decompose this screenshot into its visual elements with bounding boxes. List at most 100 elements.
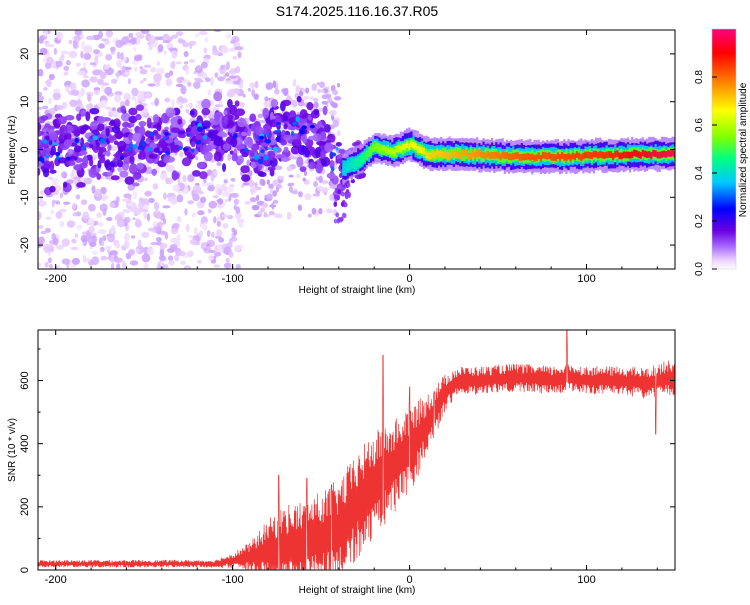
- spectrogram-ridge-mark: [378, 146, 381, 153]
- spectrogram-band-mark: [231, 153, 238, 162]
- spectrogram-noise-mark: [207, 184, 215, 192]
- spectrogram-noise-mark: [197, 210, 205, 216]
- spectrogram-peak-mark: [48, 140, 53, 146]
- spectrogram-ridge-mark: [465, 149, 468, 157]
- spectrogram-noise-mark: [100, 186, 107, 194]
- spectrogram-ridge-mark: [374, 145, 377, 152]
- spectrogram-ridge-mark: [448, 152, 451, 160]
- spectrogram-band-mark: [49, 160, 55, 172]
- spectrogram-noise-mark: [317, 185, 324, 192]
- spectrogram-band-mark: [105, 127, 110, 137]
- spectrogram-noise-mark: [123, 92, 131, 102]
- spectrogram-noise-mark: [38, 68, 44, 77]
- spectrogram-noise-mark: [185, 109, 189, 114]
- spectrogram-noise-mark: [177, 177, 181, 184]
- spectrogram-band-mark: [163, 155, 170, 164]
- spectrogram-noise-mark: [69, 99, 78, 108]
- spectrogram-peak-mark: [55, 151, 61, 157]
- spectrogram-ridge-mark: [359, 156, 362, 163]
- spectrogram-noise-mark: [266, 179, 270, 185]
- spectrogram-noise-mark: [55, 105, 64, 111]
- spectrogram-band-mark: [82, 125, 91, 130]
- x-tick-label: 0: [407, 574, 413, 586]
- spectrogram-noise-mark: [98, 43, 105, 49]
- spectrogram-band-mark: [73, 164, 83, 171]
- spectrogram-noise-mark: [213, 170, 218, 176]
- spectrogram-noise-mark: [264, 96, 269, 102]
- spectrogram-ridge-mark: [463, 149, 466, 157]
- spectrogram-band-mark: [132, 182, 140, 187]
- spectrogram-noise-mark: [75, 62, 81, 67]
- y-tick-label: -20: [19, 237, 31, 253]
- spectrogram-noise-mark: [104, 86, 113, 95]
- spectrogram-noise-mark: [312, 103, 318, 107]
- spectrogram-noise-mark: [207, 89, 212, 96]
- spectrogram-ridge-mark: [369, 148, 373, 155]
- spectrogram-noise-mark: [193, 81, 201, 89]
- spectrogram-noise-mark: [114, 114, 122, 119]
- spectrogram-noise-mark: [336, 130, 341, 137]
- spectrogram-ridge-mark: [401, 143, 404, 151]
- spectrogram-noise-mark: [185, 67, 190, 76]
- y-tick-label: 200: [19, 498, 31, 516]
- spectrogram-band-mark: [342, 212, 346, 218]
- spectrogram-ridge-mark: [541, 151, 545, 159]
- spectrogram-noise-mark: [286, 211, 292, 220]
- spectrogram-noise-mark: [44, 227, 51, 233]
- spectrogram-band-mark: [42, 168, 50, 178]
- spectrogram-band-mark: [111, 125, 121, 134]
- spectrogram-ridge-mark: [592, 150, 596, 158]
- spectrogram-noise-mark: [43, 86, 48, 91]
- spectrogram-band-mark: [105, 162, 112, 171]
- spectrogram-band-mark: [83, 155, 88, 163]
- spectrogram-ridge-mark: [497, 151, 500, 159]
- spectrogram-noise-mark: [38, 95, 44, 102]
- spectrogram-band-mark: [201, 98, 211, 110]
- spectrogram-ridge-mark: [450, 149, 453, 157]
- spectrogram-ridge-mark: [471, 150, 475, 157]
- spectrogram-noise-mark: [307, 213, 312, 218]
- spectrogram-peak-mark: [243, 147, 249, 152]
- spectrogram-band-mark: [324, 142, 334, 153]
- spectrogram-noise-mark: [188, 234, 193, 239]
- spectrogram-noise-mark: [38, 36, 44, 44]
- spectrogram-noise-mark: [159, 173, 168, 181]
- spectrogram-noise-mark: [169, 244, 178, 251]
- spectrogram-band-mark: [113, 140, 119, 145]
- spectrogram-ridge-mark: [520, 154, 523, 161]
- spectrogram-ridge-mark: [660, 151, 663, 158]
- spectrogram-noise-mark: [134, 67, 138, 72]
- spectrogram-band-mark: [229, 104, 238, 116]
- spectrogram-noise-mark: [286, 165, 293, 172]
- spectrogram-noise-mark: [220, 185, 227, 192]
- spectrogram-noise-mark: [251, 204, 260, 211]
- spectrogram-noise-mark: [46, 44, 55, 48]
- spectrogram-band-mark: [338, 148, 346, 154]
- spectrogram-noise-mark: [216, 161, 222, 167]
- spectrogram-noise-mark: [212, 195, 219, 199]
- spectrogram-band-mark: [124, 176, 135, 185]
- spectrogram-band-mark: [138, 150, 146, 161]
- spectrogram-noise-mark: [144, 191, 152, 197]
- spectrogram-noise-mark: [66, 220, 76, 228]
- spectrogram-noise-mark: [189, 59, 195, 63]
- spectrogram-noise-mark: [72, 40, 78, 49]
- spectrogram-ridge-mark: [435, 149, 438, 157]
- spectrogram-noise-mark: [116, 51, 121, 60]
- spectrogram-band-mark: [117, 140, 127, 151]
- spectrogram-band-mark: [240, 165, 250, 174]
- spectrogram-noise-mark: [150, 67, 157, 73]
- spectrogram-peak-mark: [127, 147, 132, 153]
- spectrogram-peak-mark: [276, 121, 281, 126]
- spectrogram-noise-mark: [110, 225, 116, 234]
- spectrogram-ridge-mark: [344, 165, 347, 172]
- spectrogram-band-mark: [223, 110, 228, 115]
- y-tick-label: -10: [19, 189, 31, 205]
- spectrogram-ridge-mark: [408, 143, 411, 151]
- spectrogram-noise-mark: [262, 203, 266, 208]
- spectrogram-band-mark: [213, 91, 223, 102]
- x-tick-label: -100: [222, 574, 244, 586]
- spectrogram-ridge-mark: [597, 151, 600, 159]
- spectrogram-noise-mark: [277, 184, 283, 189]
- spectrogram-noise-mark: [125, 99, 130, 107]
